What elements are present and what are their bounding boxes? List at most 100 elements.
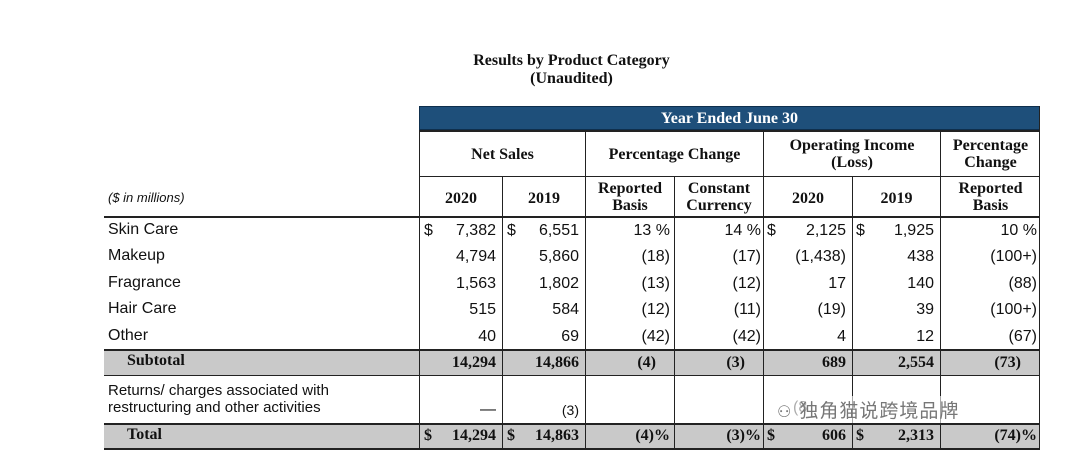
total-oi-2019-currency: $ xyxy=(856,427,864,444)
year-band: Year Ended June 30 xyxy=(419,106,1040,130)
total-ns-2019-currency: $ xyxy=(507,427,515,444)
subtotal-reported: (4) xyxy=(637,354,656,371)
cell-oirep: 10 % xyxy=(1000,222,1037,239)
total-ns-2020: 14,294 xyxy=(452,427,496,444)
cell-ns2020: 1,563 xyxy=(455,275,496,292)
header-oi-2020: 2020 xyxy=(792,190,824,207)
cell-rep: (12) xyxy=(641,301,670,318)
cell-oirep: (100+) xyxy=(990,248,1037,265)
cell-oirep: (67) xyxy=(1008,328,1037,345)
header-percentage-change-2: Percentage Change xyxy=(952,137,1029,171)
returns-ns-2019: (3) xyxy=(561,402,579,418)
cell-ns2019: 1,802 xyxy=(538,275,579,292)
subtotal-constant: (3) xyxy=(726,354,745,371)
currency-symbol: $ xyxy=(856,222,865,239)
cell-ns2020: 515 xyxy=(469,301,496,318)
rule xyxy=(419,130,420,449)
total-ns-2020-currency: $ xyxy=(424,427,432,444)
rule xyxy=(419,130,1040,132)
cell-cc: (11) xyxy=(733,301,761,318)
cell-oi2019: 12 xyxy=(916,328,934,345)
rule xyxy=(104,349,1040,351)
subtotal-oi-reported: (73) xyxy=(994,354,1021,371)
row-label: Fragrance xyxy=(108,274,181,291)
subtotal-oi-2020: 689 xyxy=(822,354,846,371)
total-reported: (4)% xyxy=(635,427,670,444)
watermark: ⚇ 独角猫说跨境品牌 xyxy=(777,396,960,423)
total-constant: (3)% xyxy=(726,427,761,444)
header-percentage-change: Percentage Change xyxy=(608,146,741,163)
header-reported-basis-2: Reported Basis xyxy=(958,180,1023,214)
cell-rep: (18) xyxy=(641,248,670,265)
header-2020: 2020 xyxy=(445,190,477,207)
page-title: Results by Product Category xyxy=(473,52,670,69)
total-oi-2020: 606 xyxy=(822,427,846,444)
cell-oi2019: 1,925 xyxy=(893,222,934,239)
cell-oi2020: 17 xyxy=(828,275,846,292)
cell-cc: 14 % xyxy=(724,222,761,239)
rule xyxy=(104,375,1040,376)
rule xyxy=(1039,106,1040,449)
subtotal-ns-2019: 14,866 xyxy=(535,354,579,371)
row-label: Hair Care xyxy=(108,300,177,317)
cell-ns2020: 7,382 xyxy=(455,222,496,239)
header-2019: 2019 xyxy=(528,190,560,207)
rule xyxy=(419,176,1040,177)
header-oi-2019: 2019 xyxy=(880,190,913,207)
cell-rep: (13) xyxy=(641,275,670,292)
header-constant-currency: Constant Currency xyxy=(686,180,752,214)
row-label: Skin Care xyxy=(108,221,179,238)
cell-cc: (17) xyxy=(732,248,761,265)
wechat-icon: ⚇ xyxy=(777,402,793,421)
row-label: Other xyxy=(108,327,149,344)
cell-oi2019: 140 xyxy=(907,275,934,292)
cell-oi2020: (1,438) xyxy=(795,248,846,265)
currency-symbol: $ xyxy=(424,222,433,239)
cell-oi2020: 4 xyxy=(837,328,846,345)
total-oi-2019: 2,313 xyxy=(898,427,934,444)
cell-oi2019: 438 xyxy=(907,248,934,265)
rule xyxy=(104,216,1040,218)
cell-cc: (42) xyxy=(732,328,761,345)
page-subtitle: (Unaudited) xyxy=(530,70,613,87)
cell-oi2020: (19) xyxy=(817,301,846,318)
cell-ns2019: 584 xyxy=(552,301,579,318)
rule xyxy=(852,176,853,449)
cell-ns2020: 40 xyxy=(478,328,496,345)
total-oi-2020-currency: $ xyxy=(767,427,775,444)
watermark-text: 独角猫说跨境品牌 xyxy=(799,400,960,422)
cell-rep: 13 % xyxy=(633,222,670,239)
cell-ns2020: 4,794 xyxy=(455,248,496,265)
rule xyxy=(674,176,675,449)
subtotal-oi-2019: 2,554 xyxy=(898,354,934,371)
units-label: ($ in millions) xyxy=(108,190,185,205)
returns-label-line2: restructuring and other activities xyxy=(108,399,321,416)
header-reported-basis: Reported Basis xyxy=(598,180,662,214)
rule xyxy=(940,130,941,449)
subtotal-shading xyxy=(104,350,1040,375)
row-label: Makeup xyxy=(108,247,165,264)
rule xyxy=(585,130,586,449)
cell-ns2019: 69 xyxy=(561,328,579,345)
subtotal-label: Subtotal xyxy=(127,352,185,369)
cell-oi2020: 2,125 xyxy=(805,222,846,239)
returns-label-line1: Returns/ charges associated with xyxy=(108,382,329,399)
header-net-sales: Net Sales xyxy=(471,146,534,163)
rule xyxy=(502,176,503,449)
total-shading xyxy=(104,424,1040,448)
cell-ns2019: 5,860 xyxy=(538,248,579,265)
cell-oirep: (88) xyxy=(1008,275,1037,292)
cell-oi2019: 39 xyxy=(916,301,934,318)
cell-cc: (12) xyxy=(732,275,761,292)
rule xyxy=(104,423,1040,425)
currency-symbol: $ xyxy=(507,222,516,239)
rule xyxy=(104,448,1040,450)
rule xyxy=(763,130,764,449)
total-oi-reported: (74)% xyxy=(994,427,1037,444)
subtotal-ns-2020: 14,294 xyxy=(452,354,496,371)
cell-oirep: (100+) xyxy=(990,301,1037,318)
total-label: Total xyxy=(127,426,162,443)
currency-symbol: $ xyxy=(767,222,776,239)
cell-rep: (42) xyxy=(641,328,670,345)
header-operating-income: Operating Income (Loss) xyxy=(789,137,915,171)
